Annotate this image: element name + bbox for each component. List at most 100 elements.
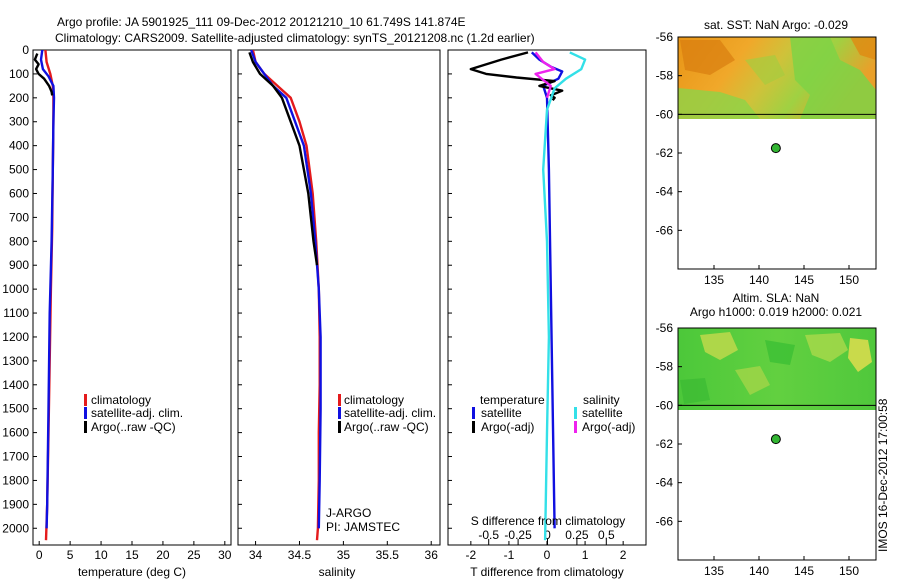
x-tick-label: 10 [94,548,108,562]
sla-map-axes: -56 -58 -60 -62 -64 -66 135 140 145 150 [656,321,876,578]
lon-tick-label: 140 [749,564,769,578]
argo-float-marker [770,434,781,445]
salinity-depth-ticks [238,49,242,529]
temperature-panel: 0100200300400500600700800900100011001200… [2,43,232,579]
legend-label-climatology: climatology [91,393,151,407]
argo-float-marker [770,143,781,154]
lat-tick-label: -66 [656,514,674,528]
series-line-salinity-argo-adj [534,51,556,99]
side-credit: IMOS 16-Dec-2012 17:00:58 [876,398,890,552]
y-tick-label: 1300 [2,354,29,368]
lon-tick-label: 150 [839,273,859,287]
s-tick-label: 0.5 [598,528,615,542]
sst-green-patch [790,37,876,119]
sst-dark-patch [850,37,876,60]
lat-tick-label: -58 [656,69,674,83]
sla-map-panel: Altim. SLA: NaN Argo h1000: 0.019 h2000:… [656,291,877,578]
lon-tick-label: 145 [794,273,814,287]
depth-axis: 0 100 200 300 400 500 600 700 800 900 1000 1100 1200… [2,43,37,535]
t-difference-xlabel: T difference from climatology [470,565,624,579]
lon-tick-label: 145 [794,564,814,578]
legend-label-satellite: satellite-adj. clim. [344,406,436,420]
sla-dark-patch [765,340,795,365]
legend-label-satellite: satellite-adj. clim. [91,406,183,420]
sla-yellow-patch [805,333,848,362]
lat-tick-label: -64 [656,476,674,490]
y-tick-label: 1800 [2,473,29,487]
series-line-argo-raw-qc [33,53,54,96]
pi-annotation: PI: JAMSTEC [326,520,400,534]
temperature-legend: climatology satellite-adj. clim. Argo(..… [84,393,183,434]
legend-title-temperature: temperature [480,393,545,407]
sst-dark-patch [680,40,735,75]
temperature-series [33,50,56,541]
legend-swatch-s-satellite [574,407,577,419]
legend-label-s-argo: Argo(-adj) [582,420,635,434]
legend-label-argo: Argo(..raw -QC) [91,420,176,434]
y-tick-label: 0 [22,43,29,57]
difference-legend: temperature salinity satellite Argo(-adj… [472,393,635,434]
legend-swatch-climatology [338,394,341,406]
salinity-panel: 34 34.5 35 35.5 36 salinity climatology sate… [237,49,441,579]
lat-tick-label: -60 [656,107,674,121]
x-tick-label: 30 [218,548,232,562]
y-tick-label: 1500 [2,402,29,416]
sst-heatmap [678,37,876,119]
difference-depth-ticks [448,49,452,529]
salinity-plot-frame [237,49,441,546]
y-tick-label: 2000 [2,521,29,535]
lat-tick-label: -64 [656,185,674,199]
lon-tick-label: 135 [704,564,724,578]
t-difference-x-axis: -2 -1 0 1 2 [466,541,627,562]
lat-tick-label: -56 [656,30,674,44]
y-tick-label: 300 [9,115,29,129]
legend-swatch-satellite [338,407,341,419]
y-tick-label: 800 [9,234,29,248]
x-tick-label: 15 [125,548,139,562]
y-tick-label: 1100 [3,306,29,320]
program-annotation: J-ARGO [326,506,371,520]
x-tick-label: 34 [249,548,263,562]
x-tick-label: 5 [67,548,74,562]
lat-tick-label: -56 [656,321,674,335]
sla-yellow-patch [848,338,872,372]
y-tick-label: 1000 [2,282,29,296]
series-line-climatology [251,50,321,541]
lat-tick-label: -62 [656,437,674,451]
legend-label-t-satellite: satellite [481,406,522,420]
y-tick-label: 700 [9,210,29,224]
series-line-argo-raw-qc [248,51,319,266]
sst-map-panel: sat. SST: NaN Argo: -0.029 -56-58-60-62-… [656,18,877,287]
y-tick-label: 1600 [2,426,29,440]
y-tick-label: 900 [9,258,29,272]
x-tick-label: 0 [36,548,43,562]
series-line-satellite-adj-clim [250,50,322,529]
y-tick-label: 100 [9,67,29,81]
x-tick-label: 36 [425,548,439,562]
figure-title-line2: Climatology: CARS2009. Satellite-adjuste… [55,31,535,45]
lat-tick-label: -62 [656,146,674,160]
lat-tick-label: -60 [656,398,674,412]
sst-map-axes: -56 -58 -60 -62 -64 -66 135 140 145 150 [656,30,876,287]
y-tick-label: 1200 [2,330,29,344]
temperature-plot-frame [32,49,232,546]
sst-green-patch [678,88,760,119]
lon-tick-label: 140 [749,273,769,287]
x-tick-label: 0 [544,548,551,562]
y-tick-label: 600 [9,186,29,200]
legend-swatch-argo [84,421,87,433]
lon-tick-label: 150 [839,564,859,578]
s-tick-label: -0.5 [478,528,499,542]
salinity-x-axis: 34 34.5 35 35.5 36 [249,541,438,562]
s-tick-label: 0.25 [565,528,589,542]
y-tick-label: 1700 [2,450,29,464]
x-tick-label: 2 [620,548,627,562]
y-tick-label: 1900 [2,497,29,511]
y-tick-label: 200 [9,91,29,105]
x-tick-label: 34.5 [288,548,312,562]
difference-panel: -2 -1 0 1 2 -0.5 -0.25 0 0.25 0.5 S difference f… [447,49,647,579]
s-tick-label: -0.25 [504,528,532,542]
y-tick-label: 400 [9,139,29,153]
x-tick-label: 35 [337,548,351,562]
